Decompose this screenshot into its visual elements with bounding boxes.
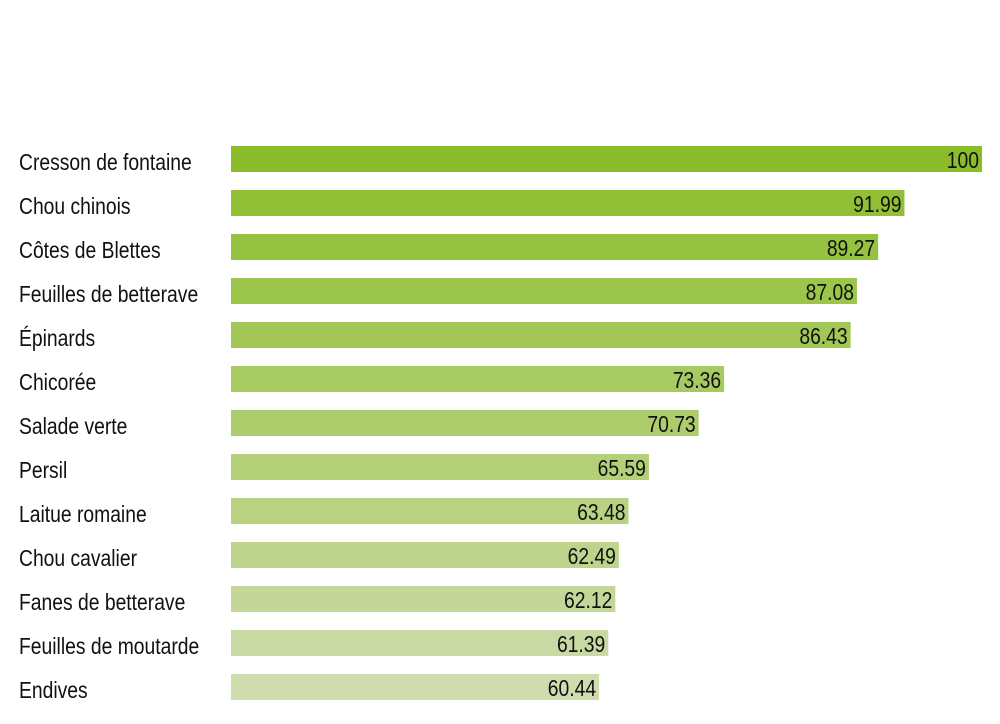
bar (231, 586, 616, 612)
category-label: Persil (19, 459, 67, 484)
category-label: Salade verte (19, 415, 127, 440)
bar (231, 278, 857, 304)
category-label: Chicorée (19, 371, 96, 396)
category-label: Épinards (19, 324, 95, 351)
bar (231, 322, 851, 348)
bar (231, 542, 619, 568)
category-label: Endives (19, 679, 88, 704)
value-label: 62.12 (564, 589, 612, 614)
bar (231, 498, 629, 524)
value-label: 100 (947, 149, 979, 174)
category-label: Feuilles de betterave (19, 283, 198, 308)
value-label: 60.44 (548, 677, 596, 702)
bar (231, 454, 649, 480)
category-label: Chou cavalier (19, 547, 137, 572)
value-label: 70.73 (647, 413, 695, 438)
value-label: 89.27 (827, 237, 875, 262)
category-label: Côtes de Blettes (19, 239, 161, 264)
bar (231, 190, 905, 216)
category-label: Laitue romaine (19, 503, 147, 528)
category-label: Cresson de fontaine (19, 151, 192, 176)
value-label: 87.08 (806, 281, 854, 306)
category-label: Fanes de betterave (19, 591, 185, 616)
bar (231, 366, 725, 392)
value-label: 86.43 (799, 325, 847, 350)
value-label: 65.59 (598, 457, 646, 482)
value-label: 61.39 (557, 633, 605, 658)
bar (231, 674, 600, 700)
bar (231, 630, 609, 656)
value-label: 63.48 (577, 501, 625, 526)
bar (231, 146, 982, 172)
value-label: 62.49 (568, 545, 616, 570)
category-label: Feuilles de moutarde (19, 635, 199, 660)
bar (231, 410, 699, 436)
bar (231, 234, 879, 260)
value-label: 73.36 (673, 369, 721, 394)
category-label: Chou chinois (19, 195, 131, 220)
value-label: 91.99 (853, 193, 901, 218)
